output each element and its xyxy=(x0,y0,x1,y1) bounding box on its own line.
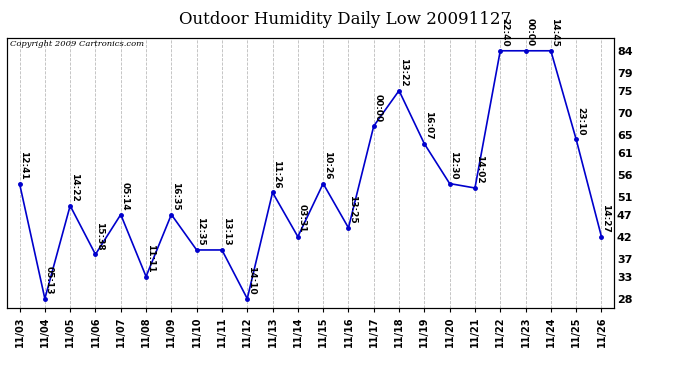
Text: 14:27: 14:27 xyxy=(601,204,610,232)
Text: 16:07: 16:07 xyxy=(424,111,433,140)
Text: 05:13: 05:13 xyxy=(45,266,54,294)
Text: 05:14: 05:14 xyxy=(121,182,130,210)
Text: 16:35: 16:35 xyxy=(171,182,180,210)
Text: 11:11: 11:11 xyxy=(146,244,155,272)
Text: 15:38: 15:38 xyxy=(95,222,104,250)
Text: 10:26: 10:26 xyxy=(323,151,332,179)
Text: 23:10: 23:10 xyxy=(576,106,585,135)
Text: 00:00: 00:00 xyxy=(525,18,534,46)
Text: 13:25: 13:25 xyxy=(348,195,357,223)
Text: 22:40: 22:40 xyxy=(500,18,509,46)
Text: 14:45: 14:45 xyxy=(551,18,560,46)
Text: 12:35: 12:35 xyxy=(197,217,206,246)
Text: 12:30: 12:30 xyxy=(449,151,458,179)
Text: 03:31: 03:31 xyxy=(297,204,306,232)
Text: 13:13: 13:13 xyxy=(221,217,230,246)
Text: 11:26: 11:26 xyxy=(273,160,282,188)
Text: 14:02: 14:02 xyxy=(475,155,484,184)
Text: 14:10: 14:10 xyxy=(247,266,256,294)
Text: Copyright 2009 Cartronics.com: Copyright 2009 Cartronics.com xyxy=(10,40,144,48)
Text: 00:00: 00:00 xyxy=(373,94,382,122)
Text: 14:22: 14:22 xyxy=(70,173,79,201)
Text: 12:41: 12:41 xyxy=(19,151,28,179)
Text: Outdoor Humidity Daily Low 20091127: Outdoor Humidity Daily Low 20091127 xyxy=(179,11,511,28)
Text: 13:22: 13:22 xyxy=(399,58,408,87)
